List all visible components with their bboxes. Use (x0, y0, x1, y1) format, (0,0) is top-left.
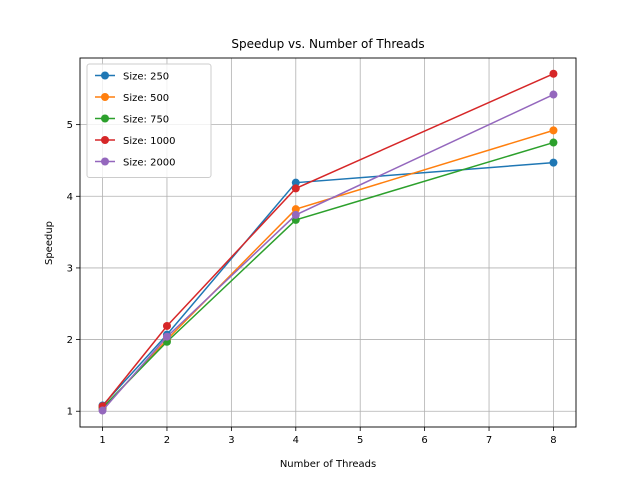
data-point (162, 321, 171, 330)
series-layer (98, 69, 558, 415)
legend: Size: 250 Size: 500 Size: 750 Size: 1000 Siz… (86, 63, 212, 178)
legend-label: Size: 250 (123, 72, 169, 83)
x-tick-label: 8 (550, 435, 556, 446)
data-point (291, 184, 300, 193)
data-point (162, 332, 171, 341)
data-point (98, 406, 107, 415)
legend-marker (101, 157, 109, 166)
y-tick-label: 4 (67, 192, 73, 203)
legend-label: Size: 2000 (123, 158, 176, 169)
data-point (291, 210, 300, 219)
data-point (549, 69, 558, 78)
legend-marker (101, 71, 109, 80)
x-tick-label: 4 (293, 435, 299, 446)
legend-box (86, 63, 212, 178)
y-tick-label: 1 (67, 407, 73, 418)
y-tick-label: 3 (67, 263, 73, 274)
y-tick-label: 5 (67, 120, 73, 131)
x-tick-label: 6 (421, 435, 427, 446)
legend-label: Size: 500 (123, 93, 169, 104)
x-tick-label: 5 (357, 435, 363, 446)
x-tick-label: 2 (164, 435, 170, 446)
grid-lines (80, 58, 576, 427)
x-tick-label: 3 (228, 435, 234, 446)
series-group (98, 90, 558, 415)
data-point (549, 126, 558, 135)
plot-frame (79, 57, 577, 428)
data-point (291, 205, 300, 214)
legend-label: Size: 1000 (123, 136, 176, 147)
chart-title: Speedup vs. Number of Threads (231, 37, 424, 51)
data-point (549, 90, 558, 99)
series-line (101, 161, 554, 407)
x-axis-ticks: 1 2 3 4 5 6 7 8 (99, 427, 557, 446)
x-axis-label: Number of Threads (280, 459, 376, 470)
data-point (549, 138, 558, 147)
legend-marker (101, 93, 109, 101)
legend-label: Size: 750 (123, 115, 169, 126)
y-tick-label: 2 (67, 335, 73, 346)
data-point (549, 158, 558, 167)
series-line (101, 93, 554, 412)
legend-marker (101, 114, 109, 123)
legend-marker (101, 136, 109, 144)
x-tick-label: 1 (99, 435, 105, 446)
y-axis-label: Speedup (44, 221, 55, 265)
y-axis-ticks: 1 2 3 4 5 (67, 120, 80, 418)
data-point (291, 178, 300, 187)
series-line (101, 73, 554, 407)
x-tick-label: 7 (486, 435, 492, 446)
